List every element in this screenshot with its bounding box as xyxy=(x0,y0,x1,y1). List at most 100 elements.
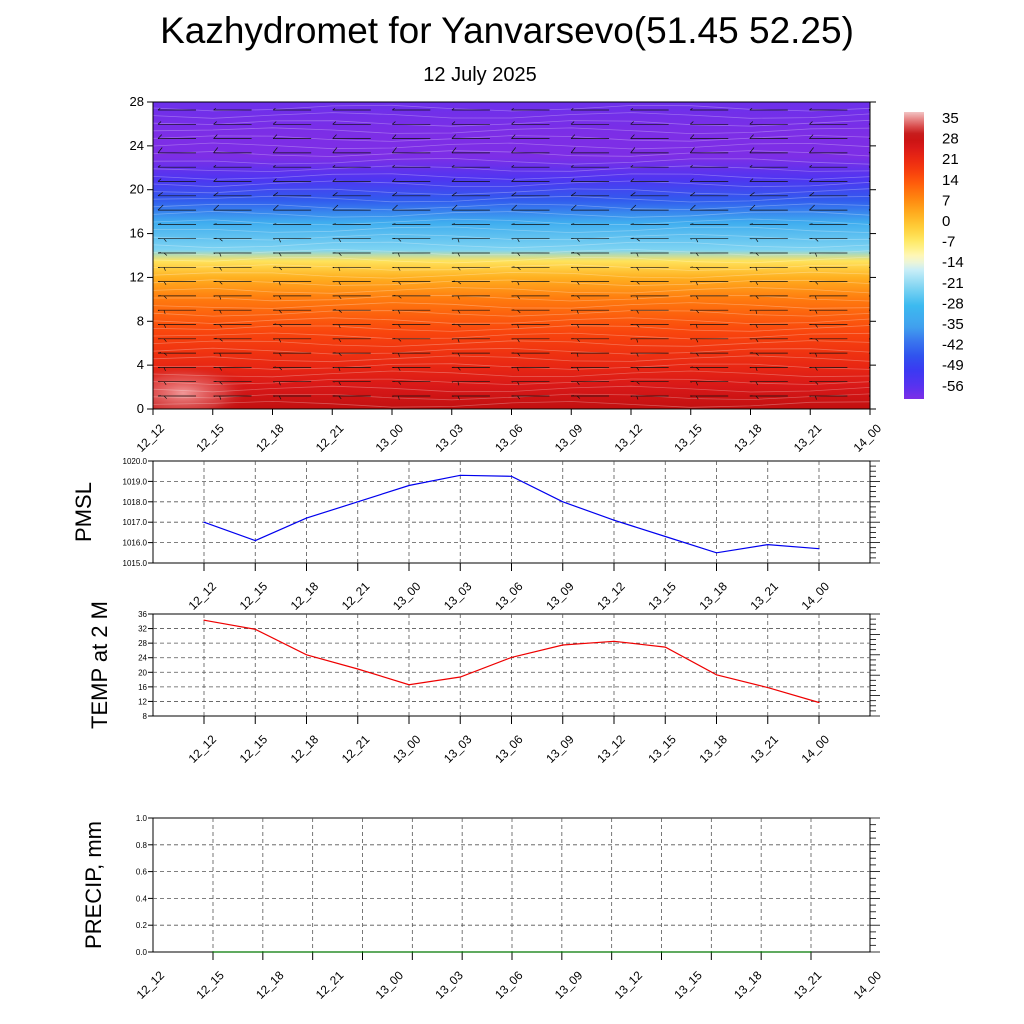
wind-barb-flag xyxy=(457,281,462,285)
heatmap-hot-spot xyxy=(153,363,253,409)
precip-data-point xyxy=(710,951,712,953)
precip-data-point xyxy=(361,951,364,953)
temp2m-x-tick-label: 14_00 xyxy=(799,732,833,766)
colorbar-label: 7 xyxy=(942,192,950,209)
wind-barb-flag xyxy=(755,367,758,372)
wind-barb-flag xyxy=(338,324,341,329)
precip-x-tick-label: 13_12 xyxy=(612,968,646,1002)
wind-barb-flag xyxy=(163,395,167,399)
wind-barb-flag xyxy=(749,223,753,225)
wind-barb-flag xyxy=(163,267,166,271)
heatmap-x-tick-label: 14_00 xyxy=(851,421,885,455)
pmsl-x-tick-label: 13_12 xyxy=(594,579,628,613)
wind-barb-flag xyxy=(213,337,217,340)
wind-barb-flag xyxy=(392,134,397,139)
wind-barb-flag xyxy=(576,281,580,285)
temp2m-x-tick-label: 12_18 xyxy=(288,732,322,766)
colorbar-label: -28 xyxy=(942,295,964,312)
wind-barb-flag xyxy=(451,134,456,139)
wind-barb-flag xyxy=(809,178,813,182)
wind-barb-flag xyxy=(517,367,519,372)
pmsl-x-tick-label: 13_09 xyxy=(543,579,577,613)
temp2m-data-point xyxy=(305,654,308,656)
heatmap-y-tick-label: 8 xyxy=(137,313,144,328)
pmsl-data-point xyxy=(715,552,718,554)
wind-barb-flag xyxy=(157,223,162,225)
wind-barb-flag xyxy=(332,121,337,125)
wind-barb-flag xyxy=(332,223,336,225)
wind-barb-flag xyxy=(338,381,341,386)
wind-barb-flag xyxy=(511,134,516,139)
wind-barb-flag xyxy=(278,252,282,257)
wind-barb-flag xyxy=(398,352,400,357)
heatmap-y-tick-label: 24 xyxy=(130,138,144,153)
wind-barb-flag xyxy=(457,238,460,243)
temp2m-y-tick-label: 16 xyxy=(138,683,147,692)
wind-barb-flag xyxy=(630,192,636,197)
isotherm-line xyxy=(153,180,870,188)
precip-x-tick-label: 12_21 xyxy=(313,968,347,1002)
temp2m-x-tick-label: 12_21 xyxy=(339,732,373,766)
temp2m-x-tick-label: 12_12 xyxy=(186,732,220,766)
pmsl-y-tick-label: 1016.0 xyxy=(123,539,148,548)
wind-barb-flag xyxy=(392,192,398,197)
wind-barb-flag xyxy=(875,325,878,328)
wind-barb-flag xyxy=(398,238,402,242)
wind-barb-flag xyxy=(451,381,454,383)
precip-x-tick-label: 13_03 xyxy=(432,968,466,1002)
wind-barb-flag xyxy=(576,267,579,271)
temperature-colorbar: 35 28 21 14 7 0 -7 -14 -21 -28 -35 -42 -49 -56 xyxy=(904,110,964,399)
wind-barb-flag xyxy=(576,310,579,314)
wind-barb-flag xyxy=(755,238,759,242)
wind-barb-flag xyxy=(875,239,876,243)
wind-barb-flag xyxy=(690,204,696,211)
wind-barb-flag xyxy=(278,324,283,328)
heatmap-x-tick-label: 13_15 xyxy=(671,421,705,455)
heatmap-x-tick-label: 12_15 xyxy=(193,421,227,455)
wind-barb-flag xyxy=(213,295,215,297)
pmsl-x-tick-label: 12_21 xyxy=(339,579,373,613)
wind-barb-flag xyxy=(749,147,755,154)
wind-barb-flag xyxy=(755,281,759,286)
wind-barb-flag xyxy=(451,338,454,340)
pmsl-data-point xyxy=(305,517,308,519)
wind-barb-flag xyxy=(636,267,640,271)
isotherm-line xyxy=(153,355,870,363)
pmsl-y-label: PMSL xyxy=(71,482,96,542)
wind-barb-flag xyxy=(392,252,394,254)
wind-barb-flag xyxy=(636,281,640,285)
wind-barb-flag xyxy=(517,267,521,270)
temp2m-y-tick-label: 8 xyxy=(143,712,148,721)
wind-barb-flag xyxy=(571,252,575,254)
wind-barb-flag xyxy=(219,381,223,385)
isotherm-line xyxy=(153,188,870,196)
wind-barb-flag xyxy=(163,381,167,385)
isotherm-line xyxy=(153,248,870,256)
isotherm-line xyxy=(153,226,870,234)
precip-x-tick-label: 12_18 xyxy=(253,968,287,1002)
wind-barb-flag xyxy=(636,381,640,385)
wind-barb-flag xyxy=(576,367,580,371)
precip-x-tick-label: 12_15 xyxy=(193,968,227,1002)
wind-barb-flag xyxy=(272,121,277,125)
wind-barb-flag xyxy=(451,107,455,111)
wind-barb-flag xyxy=(278,367,283,371)
precip-data-point xyxy=(511,951,513,953)
precip-data-point xyxy=(561,951,563,953)
wind-barb-flag xyxy=(273,238,275,240)
wind-barb-flag xyxy=(332,367,335,369)
precip-x-tick-label: 14_00 xyxy=(851,968,885,1002)
wind-barb-flag xyxy=(213,395,215,397)
isotherm-line xyxy=(153,264,870,271)
wind-barb-flag xyxy=(219,252,222,257)
wind-barb-flag xyxy=(875,382,876,386)
wind-barb-flag xyxy=(219,310,222,314)
wind-barb-flag xyxy=(570,134,576,139)
wind-barb-flag xyxy=(570,192,576,197)
temp2m-data-point xyxy=(357,668,359,670)
pmsl-data-point xyxy=(767,544,769,546)
wind-barb-flag xyxy=(696,267,700,271)
wind-barb-flag xyxy=(278,352,282,357)
precip-data-point xyxy=(611,951,613,953)
